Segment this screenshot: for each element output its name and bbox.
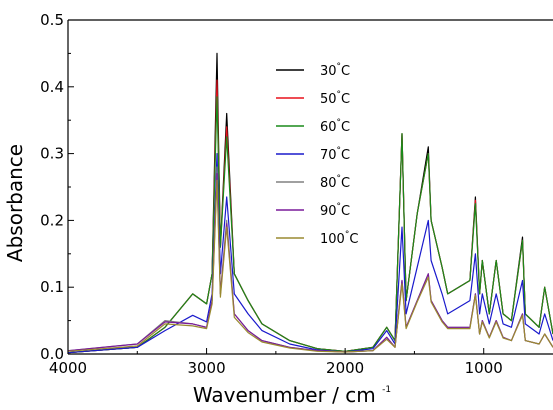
legend-label-80: 80°C: [320, 174, 350, 191]
series-line-70: [67, 153, 553, 354]
series-line-80: [67, 166, 553, 353]
x-tick-label-4000: 4000: [49, 359, 87, 377]
legend-label-60: 60°C: [320, 118, 350, 135]
legend-label-90: 90°C: [320, 202, 350, 219]
legend-label-30: 30°C: [320, 62, 350, 79]
series-line-90: [67, 173, 553, 353]
y-tick-label-2: 0.2: [40, 211, 64, 229]
x-tick-label-3000: 3000: [187, 359, 225, 377]
x-axis-title-text: Wavenumber / cm: [193, 383, 376, 407]
y-tick-label-5: 0.5: [40, 11, 64, 29]
legend-label-70: 70°C: [320, 146, 350, 163]
y-axis-title: Absorbance: [3, 144, 27, 262]
legend-label-50: 50°C: [320, 90, 350, 107]
y-tick-label-0: 0.0: [40, 345, 64, 363]
series-line-60: [67, 96, 553, 354]
x-tick-label-2000: 2000: [326, 359, 364, 377]
legend-label-100: 100°C: [320, 230, 358, 247]
y-tick-label-3: 0.3: [40, 145, 64, 163]
series-line-100: [67, 179, 553, 353]
x-tick-label-1000: 1000: [465, 359, 503, 377]
x-axis-title: Wavenumber / cm -1: [193, 383, 391, 407]
y-tick-label-1: 0.1: [40, 278, 64, 296]
y-tick-label-4: 0.4: [40, 78, 64, 96]
x-axis-title-superscript: -1: [382, 385, 391, 395]
